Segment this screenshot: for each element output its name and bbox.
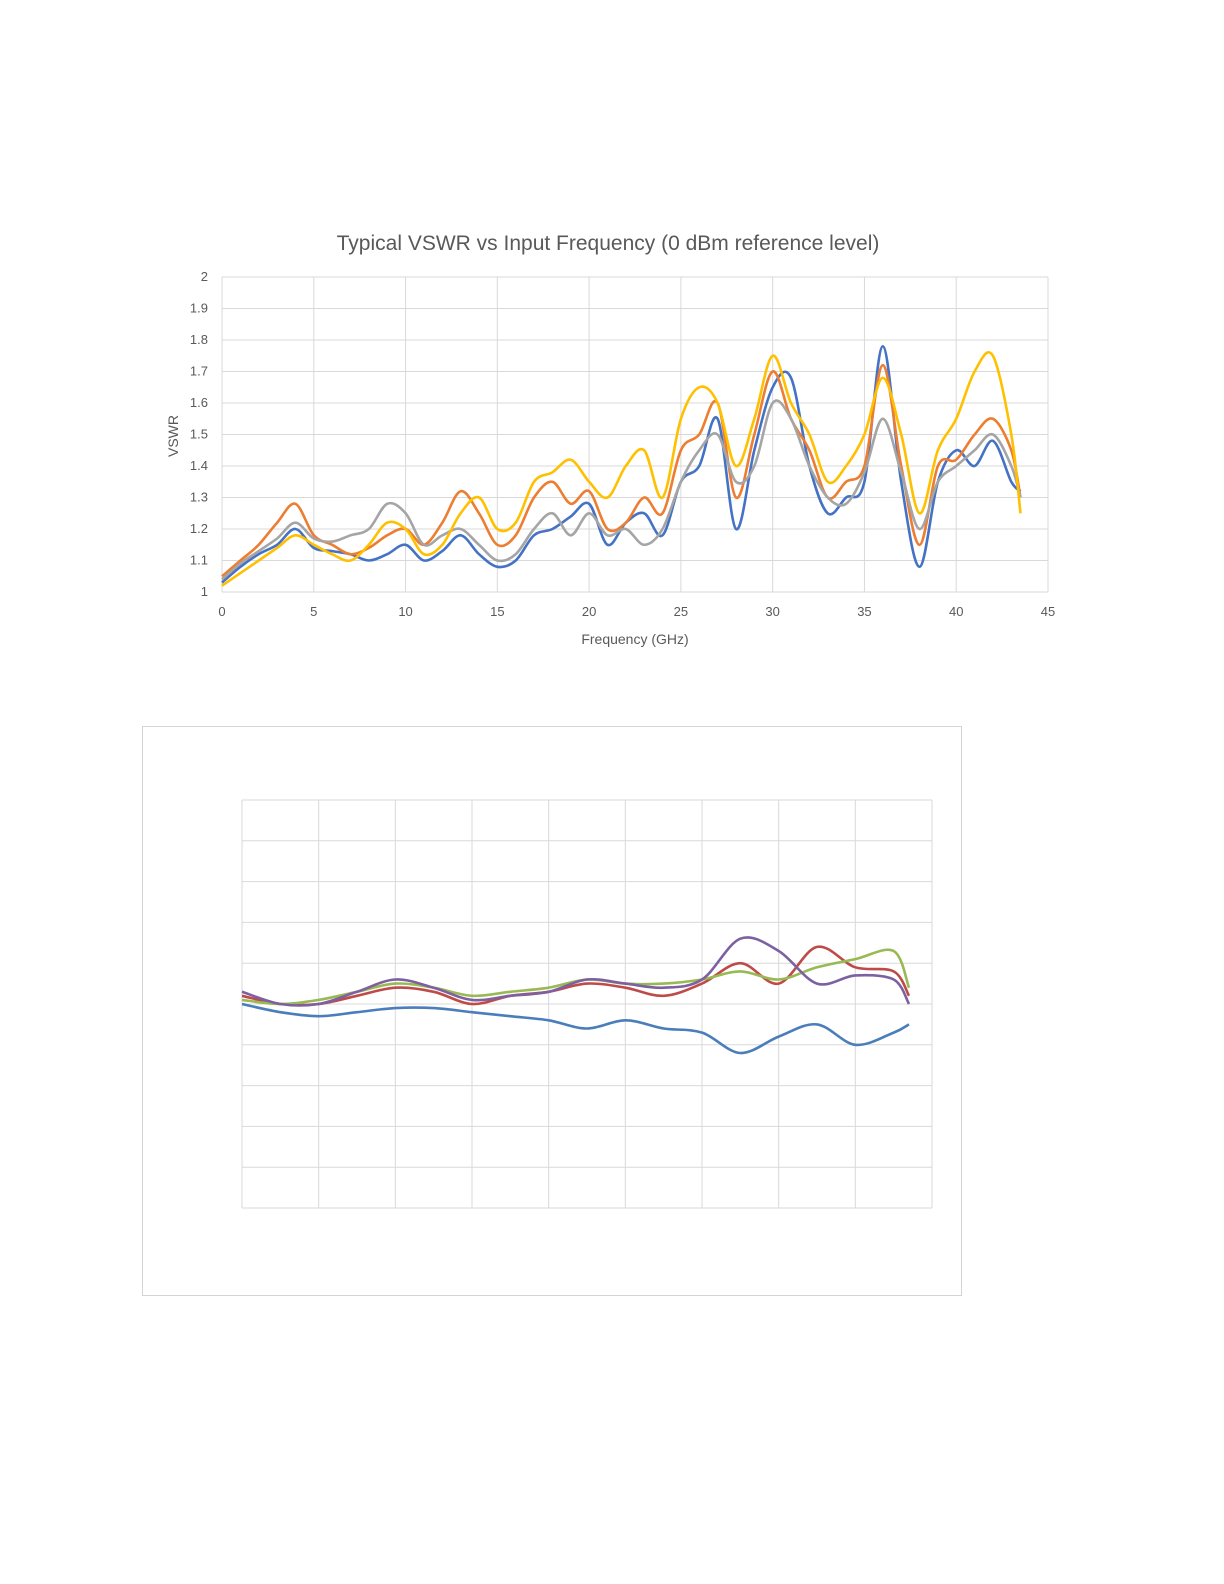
chart-gridlines: [221, 276, 1049, 593]
y-tick-label: 1.9: [190, 301, 208, 316]
x-tick-label: 0: [218, 604, 225, 619]
x-tick-label: 20: [582, 604, 596, 619]
x-tick-label: 15: [490, 604, 504, 619]
second-series-line-4: [241, 936, 911, 1007]
x-tick-labels: 0 5 10 15 20 25 30 35 40 45: [218, 604, 1055, 619]
series-line-4: [221, 351, 1022, 587]
second-series-line-2: [241, 945, 911, 1007]
second-series-line-1: [241, 1002, 910, 1055]
y-tick-label: 1.7: [190, 364, 208, 379]
x-tick-label: 30: [765, 604, 779, 619]
y-tick-label: 1: [201, 584, 208, 599]
y-tick-label: 1.3: [190, 490, 208, 505]
x-tick-label: 25: [674, 604, 688, 619]
x-axis-title: Frequency (GHz): [581, 631, 688, 647]
chart-series-group: [221, 345, 1022, 587]
y-tick-label: 1.2: [190, 521, 208, 536]
x-tick-label: 45: [1041, 604, 1055, 619]
x-tick-label: 5: [310, 604, 317, 619]
y-tick-label: 2: [201, 269, 208, 284]
second-chart-gridlines: [241, 799, 933, 1209]
x-tick-label: 10: [398, 604, 412, 619]
vswr-chart: Typical VSWR vs Input Frequency (0 dBm r…: [165, 232, 1055, 647]
y-tick-label: 1.4: [190, 458, 208, 473]
y-tick-label: 1.8: [190, 332, 208, 347]
x-tick-label: 35: [857, 604, 871, 619]
second-chart: [241, 799, 933, 1209]
y-tick-label: 1.1: [190, 553, 208, 568]
y-tick-labels: 1 1.1 1.2 1.3 1.4 1.5 1.6 1.7 1.8 1.9 2: [190, 269, 208, 599]
y-tick-label: 1.6: [190, 395, 208, 410]
y-tick-label: 1.5: [190, 427, 208, 442]
second-chart-series-group: [241, 936, 911, 1055]
x-tick-label: 40: [949, 604, 963, 619]
series-line-3: [221, 399, 1022, 581]
y-axis-title: VSWR: [165, 415, 181, 457]
chart-title: Typical VSWR vs Input Frequency (0 dBm r…: [337, 232, 880, 255]
